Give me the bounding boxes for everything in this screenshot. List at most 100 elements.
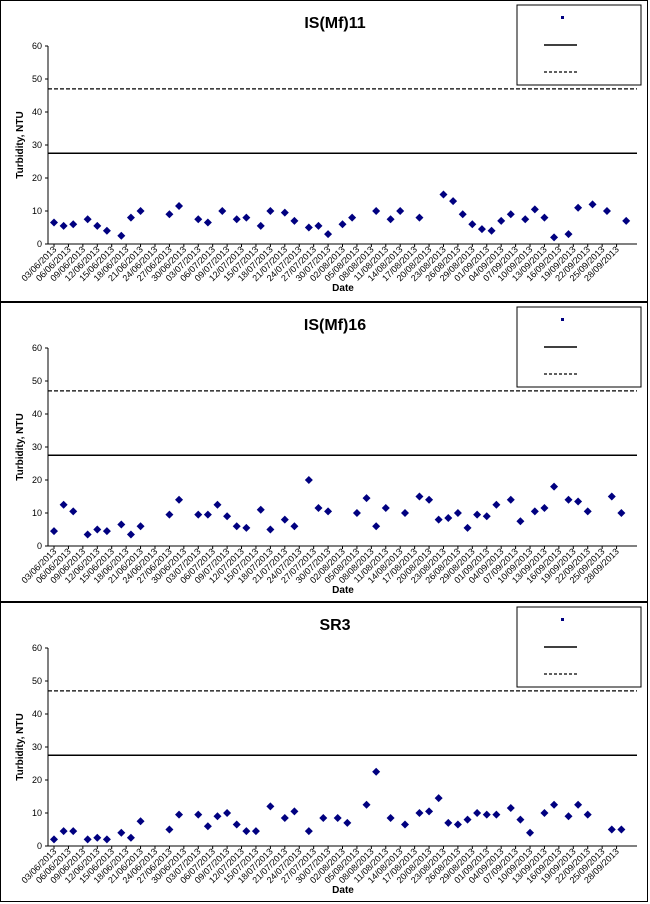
data-point	[506, 210, 515, 219]
y-tick-label: 60	[32, 343, 42, 353]
data-point	[415, 809, 424, 817]
data-point	[415, 492, 424, 501]
chart-title: IS(Mf)16	[304, 317, 366, 334]
chart-panel-2: IS(Mf)16 0 10 20 30 40 50 60 03/06/2013 06/06/201…	[0, 302, 648, 602]
y-tick-label: 40	[32, 107, 42, 117]
data-point	[439, 190, 448, 199]
data-point	[602, 207, 611, 215]
x-axis-label: Date	[332, 585, 354, 596]
data-point	[290, 216, 299, 225]
data-point	[59, 221, 68, 230]
chart-panel-1: IS(Mf)11 0 10 20 30 40 50 60 03/06/2013 06/06/201…	[0, 0, 648, 302]
data-point	[473, 510, 482, 519]
data-point	[564, 230, 573, 239]
y-tick-label: 40	[32, 709, 42, 719]
data-point	[165, 210, 174, 219]
data-point	[564, 812, 573, 821]
legend-box	[516, 4, 642, 86]
data-point	[468, 220, 477, 229]
legend-box	[516, 306, 642, 388]
data-point	[588, 200, 597, 209]
data-point	[401, 820, 410, 829]
y-tick-label: 20	[32, 775, 42, 785]
data-point	[449, 197, 458, 206]
data-point	[223, 809, 232, 817]
chart-title: IS(Mf)11	[304, 15, 365, 32]
data-point	[203, 218, 212, 227]
data-point	[232, 215, 241, 224]
data-point	[372, 767, 381, 776]
data-point	[242, 827, 251, 836]
data-point	[126, 530, 135, 539]
y-tick-label: 40	[32, 409, 42, 419]
data-point	[256, 505, 265, 514]
data-point	[473, 809, 482, 817]
data-point	[506, 495, 515, 504]
data-point	[194, 510, 203, 519]
data-point	[256, 221, 265, 230]
chart-2: IS(Mf)16010203040506003/06/201306/06/201…	[15, 306, 642, 596]
y-tick-label: 20	[32, 475, 42, 485]
legend-marker-swatch	[561, 16, 564, 19]
data-point	[304, 827, 313, 836]
data-point	[117, 828, 126, 837]
data-point	[425, 807, 434, 816]
data-point	[126, 833, 135, 842]
data-point	[564, 495, 573, 504]
data-point	[574, 497, 583, 506]
x-axis-label: Date	[332, 283, 354, 294]
y-axis-label: Turbidity, NTU	[15, 713, 26, 780]
data-point	[333, 813, 342, 822]
y-tick-label: 10	[32, 508, 42, 518]
y-tick-label: 10	[32, 206, 42, 216]
data-point	[59, 500, 68, 509]
data-point	[102, 226, 111, 235]
y-axis-label: Turbidity, NTU	[15, 111, 26, 178]
data-point	[482, 512, 491, 521]
data-point	[102, 835, 111, 844]
data-point	[372, 207, 381, 215]
data-point	[338, 220, 347, 229]
data-point	[352, 509, 361, 517]
data-point	[458, 210, 467, 219]
data-point	[444, 818, 453, 827]
data-point	[102, 527, 111, 536]
data-point	[434, 515, 443, 524]
data-point	[69, 827, 78, 836]
data-point	[540, 213, 549, 222]
data-point	[583, 810, 592, 819]
data-point	[232, 522, 241, 531]
data-point	[165, 510, 174, 519]
data-point	[232, 820, 241, 829]
data-point	[434, 794, 443, 803]
data-point	[136, 817, 145, 826]
data-point	[540, 809, 549, 817]
data-point	[386, 813, 395, 822]
data-point	[290, 807, 299, 816]
data-point	[280, 515, 289, 524]
y-tick-label: 50	[32, 676, 42, 686]
data-point	[194, 215, 203, 224]
y-tick-label: 30	[32, 742, 42, 752]
data-point	[487, 226, 496, 235]
legend-marker-swatch	[561, 618, 564, 621]
data-point	[492, 500, 501, 509]
data-point	[93, 221, 102, 230]
data-point	[607, 825, 616, 834]
data-point	[526, 828, 535, 837]
data-point	[314, 221, 323, 230]
data-point	[617, 825, 626, 834]
data-point	[203, 822, 212, 831]
data-point	[175, 810, 184, 819]
data-point	[574, 203, 583, 212]
data-point	[372, 522, 381, 531]
y-tick-label: 20	[32, 173, 42, 183]
data-point	[319, 813, 328, 822]
data-point	[83, 530, 92, 539]
data-point	[280, 813, 289, 822]
data-point	[324, 230, 333, 239]
y-axis-label: Turbidity, NTU	[15, 413, 26, 480]
data-point	[415, 213, 424, 222]
data-point	[401, 509, 410, 517]
data-point	[550, 800, 559, 809]
